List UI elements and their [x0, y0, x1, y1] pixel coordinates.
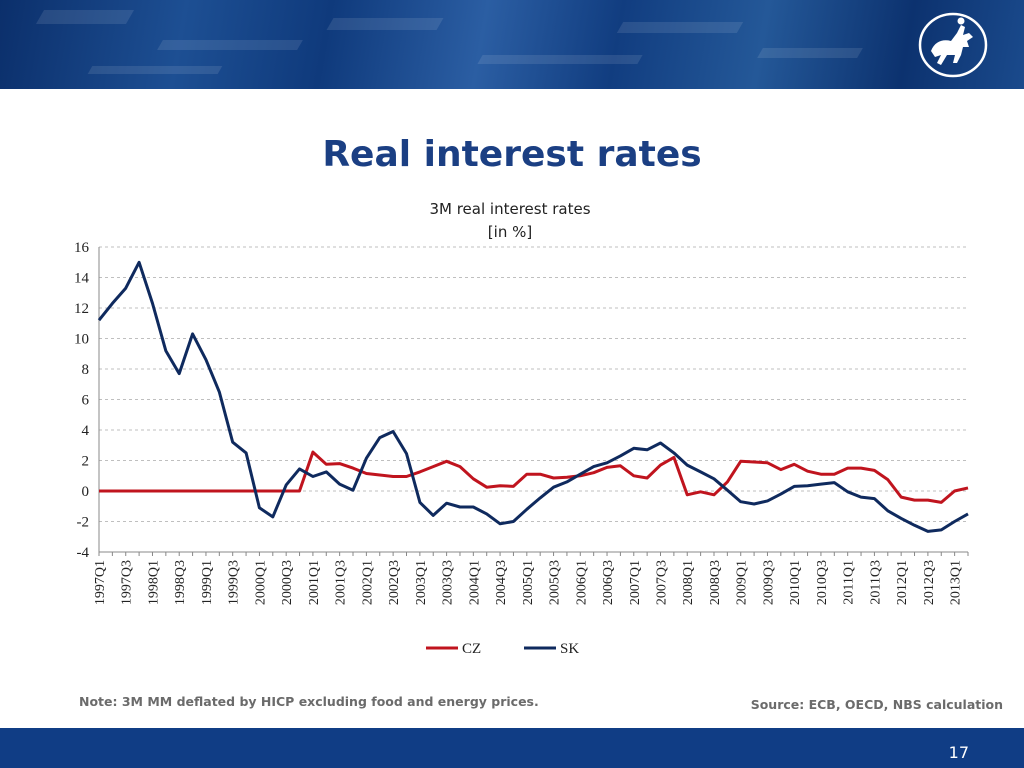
y-tick-label: 0 — [82, 484, 90, 500]
x-tick-label: 1999Q3 — [227, 560, 242, 605]
x-tick-label: 2011Q3 — [868, 560, 883, 605]
legend: CZ SK — [426, 641, 579, 657]
series-lines — [97, 260, 969, 533]
x-tick-label: 2005Q3 — [548, 560, 563, 605]
x-tick-label: 2007Q1 — [628, 560, 643, 605]
axes: -4 -2 0 2 4 6 8 10 12 14 16 1997Q1 1997Q3 1998Q1 1998Q… — [74, 240, 969, 605]
x-tick-label: 1997Q1 — [93, 560, 108, 605]
x-tick-label: 2013Q1 — [949, 560, 964, 605]
header-banner — [0, 0, 1024, 89]
horse-rider-logo-icon — [918, 12, 988, 78]
footnote: Note: 3M MM deflated by HICP excluding f… — [79, 694, 539, 709]
y-tick-label: 4 — [82, 423, 90, 439]
x-tick-label: 2010Q3 — [815, 560, 830, 605]
x-tick-label: 2006Q1 — [574, 560, 589, 605]
series-line-cz — [99, 450, 969, 504]
y-tick-label: 12 — [74, 301, 89, 317]
x-tick-label: 2000Q3 — [280, 560, 295, 605]
x-tick-label: 2012Q1 — [895, 560, 910, 605]
y-tick-label: 6 — [82, 393, 90, 409]
y-tick-label: 16 — [74, 240, 90, 256]
slide-title: Real interest rates — [322, 134, 702, 175]
y-tick-label: 14 — [74, 271, 90, 287]
x-tick-label: 1998Q3 — [173, 560, 188, 605]
x-tick-label: 1999Q1 — [200, 560, 215, 605]
x-tick-label: 2000Q1 — [253, 560, 268, 605]
legend-label-sk: SK — [560, 641, 579, 657]
x-tick-label: 2004Q3 — [494, 560, 509, 605]
footer-bar — [0, 728, 1024, 768]
x-tick-label: 2010Q1 — [788, 560, 803, 605]
series-line-sk — [97, 260, 969, 533]
y-tick-label: 10 — [74, 332, 89, 348]
x-tick-label: 2007Q3 — [655, 560, 670, 605]
legend-label-cz: CZ — [462, 641, 481, 657]
x-tick-label: 2009Q3 — [761, 560, 776, 605]
x-tick-label: 1997Q3 — [120, 560, 135, 605]
x-tick-label: 2002Q1 — [360, 560, 375, 605]
y-tick-label: -2 — [77, 515, 90, 531]
line-chart: -4 -2 0 2 4 6 8 10 12 14 16 1997Q1 1997Q3 1998Q1 1998Q… — [74, 240, 969, 657]
x-tick-label: 1998Q1 — [146, 560, 161, 605]
x-tick-label: 2002Q3 — [387, 560, 402, 605]
x-tick-label: 2011Q1 — [842, 560, 857, 605]
x-tick-label: 2005Q1 — [521, 560, 536, 605]
x-tick-label: 2006Q3 — [601, 560, 616, 605]
x-tick-label: 2008Q3 — [708, 560, 723, 605]
page-number: 17 — [948, 743, 969, 762]
y-tick-label: -4 — [77, 545, 90, 561]
chart-subtitle: [in %] — [487, 223, 533, 241]
x-tick-label: 2012Q3 — [922, 560, 937, 605]
x-tick-label: 2001Q3 — [334, 560, 349, 605]
x-tick-label: 2003Q3 — [441, 560, 456, 605]
x-tick-label: 2003Q1 — [414, 560, 429, 605]
source-note: Source: ECB, OECD, NBS calculation — [750, 697, 1003, 712]
x-tick-label: 2001Q1 — [307, 560, 322, 605]
x-tick-label: 2008Q1 — [681, 560, 696, 605]
x-tick-label: 2004Q1 — [467, 560, 482, 605]
x-tick-label: 2009Q1 — [735, 560, 750, 605]
y-tick-label: 8 — [82, 362, 90, 378]
chart-title: 3M real interest rates — [429, 200, 591, 218]
y-tick-label: 2 — [82, 454, 90, 470]
grid-lines — [99, 246, 968, 553]
chart-title-block: 3M real interest rates [in %] — [380, 198, 640, 244]
